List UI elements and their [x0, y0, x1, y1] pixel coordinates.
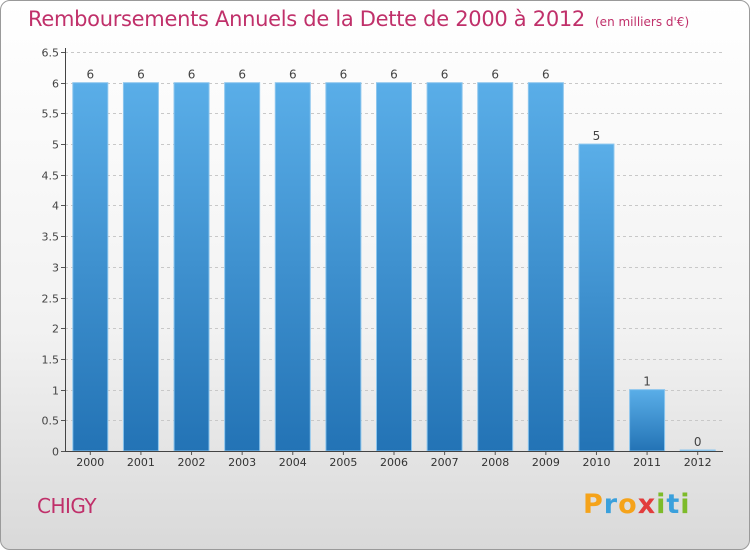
bars	[72, 82, 716, 452]
bar	[122, 82, 159, 452]
data-label: 1	[643, 375, 651, 389]
y-tick-label: 5.5	[42, 108, 60, 121]
y-tick-label: 4	[52, 200, 59, 213]
data-label: 6	[542, 68, 550, 82]
x-tick-label: 2002	[178, 456, 206, 469]
bar	[629, 389, 666, 452]
x-tick-label: 2012	[684, 456, 712, 469]
bar	[426, 82, 463, 452]
y-tick-label: 1	[52, 385, 59, 398]
y-tick-label: 3	[52, 262, 59, 275]
brand-letter: i	[680, 489, 691, 520]
brand-letter: o	[618, 489, 638, 520]
x-tick-label: 2004	[279, 456, 307, 469]
y-tick-label: 6	[52, 78, 59, 91]
commune-name: CHIGY	[37, 494, 97, 518]
y-tick-label: 3.5	[42, 231, 60, 244]
data-label: 6	[238, 68, 246, 82]
chart-title-text: Remboursements Annuels de la Dette de 20…	[28, 7, 585, 31]
data-label: 6	[491, 68, 499, 82]
x-tick-label: 2008	[481, 456, 509, 469]
data-label: 6	[340, 68, 348, 82]
x-tick-label: 2010	[582, 456, 610, 469]
x-tick-label: 2001	[127, 456, 155, 469]
bar	[173, 82, 210, 452]
x-tick-label: 2006	[380, 456, 408, 469]
bar	[578, 143, 615, 452]
x-tick-label: 2005	[329, 456, 357, 469]
data-label: 6	[390, 68, 398, 82]
y-tick-label: 2	[52, 323, 59, 336]
bar	[274, 82, 311, 452]
brand-letter: x	[637, 489, 657, 520]
x-tick-label: 2000	[76, 456, 104, 469]
bar	[679, 449, 716, 452]
labels: 0 0.5 1 1.5 2 2.5 3 3.5 4 4.5 5 5.5 6 6.5 6 2000 6 2001 6 2…	[42, 47, 712, 470]
y-tick-label: 6.5	[42, 47, 60, 60]
data-label: 5	[593, 129, 601, 143]
x-tick-label: 2009	[532, 456, 560, 469]
data-label: 6	[137, 68, 145, 82]
data-label: 6	[441, 68, 449, 82]
brand-logo: Proxiti	[583, 489, 691, 520]
y-tick-label: 0.5	[42, 415, 60, 428]
bar	[376, 82, 412, 452]
data-label: 6	[289, 68, 297, 82]
bar	[224, 82, 261, 452]
chart-subtitle: (en milliers d'€)	[595, 15, 690, 29]
data-label: 6	[188, 68, 196, 82]
y-tick-label: 4.5	[42, 170, 60, 183]
y-tick-label: 0	[52, 446, 59, 459]
axes	[61, 48, 723, 455]
chart-title: Remboursements Annuels de la Dette de 20…	[28, 7, 689, 31]
data-label: 6	[86, 68, 94, 82]
x-tick-label: 2007	[431, 456, 459, 469]
bar	[72, 82, 109, 452]
brand-letter: i	[656, 489, 667, 520]
x-tick-label: 2003	[228, 456, 256, 469]
y-tick-label: 2.5	[42, 293, 60, 306]
bar	[477, 82, 514, 452]
bar	[325, 82, 362, 452]
y-tick-label: 5	[52, 139, 59, 152]
x-tick-label: 2011	[633, 456, 661, 469]
y-tick-label: 1.5	[42, 354, 60, 367]
brand-letter: P	[583, 489, 604, 520]
brand-letter: t	[666, 489, 681, 520]
data-label: 0	[694, 435, 702, 449]
bar	[527, 82, 564, 452]
brand-letter: r	[603, 489, 619, 520]
